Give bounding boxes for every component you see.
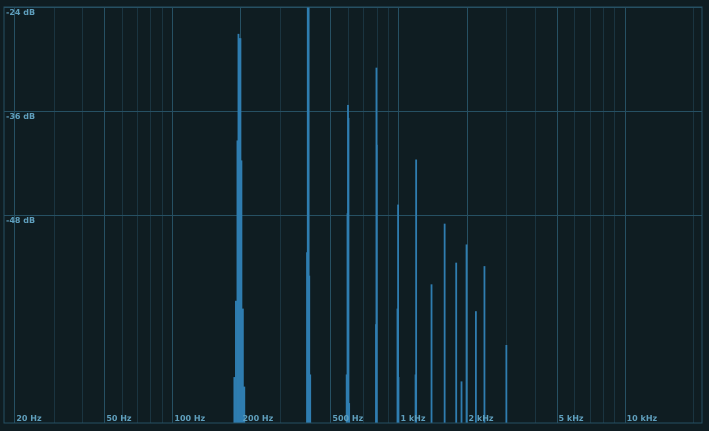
spectrum-bar	[238, 38, 241, 423]
spectrum-bar	[475, 311, 477, 423]
plot-frame	[3, 6, 703, 424]
x-tick-label: 50 Hz	[106, 414, 132, 423]
spectrum-bar	[430, 284, 433, 423]
x-tick-label: 1 kHz	[400, 414, 425, 423]
spectrum-bar	[465, 244, 468, 423]
spectrum-bar	[460, 381, 463, 423]
spectrum-bar	[236, 140, 239, 423]
x-tick-label: 100 Hz	[174, 414, 205, 423]
spectrum-bar	[235, 300, 237, 423]
spectrum-bar	[233, 377, 236, 423]
spectrum-bar	[483, 266, 486, 423]
spectrum-bar	[237, 33, 240, 424]
spectrum-bar	[307, 7, 310, 423]
spectrum-bar	[239, 38, 242, 423]
spectrum-bar	[347, 117, 350, 424]
spectrum-bar	[240, 160, 243, 423]
spectrum-bars	[233, 7, 508, 424]
spectrum-bar	[348, 403, 351, 423]
x-tick-label: 20 Hz	[16, 414, 42, 423]
y-tick-label: -24 dB	[6, 8, 35, 17]
spectrum-bar	[309, 374, 312, 423]
spectrum-bar	[443, 223, 446, 423]
x-tick-label: 500 Hz	[332, 414, 363, 423]
spectrum-bar	[308, 275, 311, 423]
x-tick-label: 5 kHz	[559, 414, 584, 423]
spectrum-bar	[375, 144, 378, 424]
x-axis-labels: 20 Hz 50 Hz 100 Hz 200 Hz 500 Hz 1 kHz 2 kHz 5 …	[16, 414, 657, 423]
spectrum-bar	[505, 345, 508, 423]
y-axis-labels: -24 dB -36 dB -48 dB	[6, 8, 35, 225]
x-tick-label: 2 kHz	[469, 414, 494, 423]
spectrum-bar	[243, 386, 246, 423]
x-tick-label: 200 Hz	[242, 414, 273, 423]
y-tick-label: -36 dB	[6, 112, 35, 121]
spectrum-bar	[397, 377, 400, 423]
y-tick-label: -48 dB	[6, 216, 35, 225]
x-tick-label: 10 kHz	[627, 414, 658, 423]
spectrum-bar	[241, 308, 244, 423]
spectrum-bar	[415, 159, 418, 423]
spectrum-bar	[397, 204, 399, 423]
spectrum-bar	[455, 262, 458, 423]
